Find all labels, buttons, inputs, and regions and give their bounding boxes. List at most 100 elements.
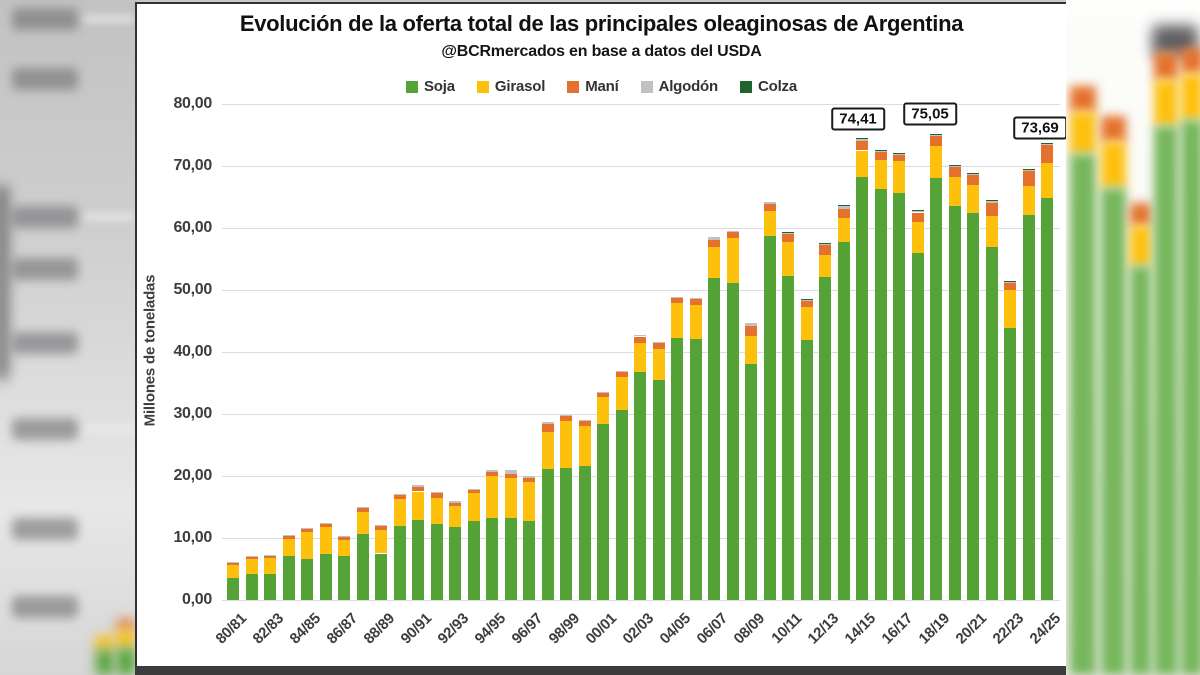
y-tick-label: 80,00: [173, 95, 212, 112]
bar-96/97-girasol: [523, 481, 535, 521]
bar-90/91-maní: [412, 486, 424, 492]
x-tick-label: 92/93: [434, 610, 473, 648]
bar-94/95-girasol: [486, 476, 498, 519]
bar-24/25-girasol: [1041, 162, 1053, 199]
blurred-bar: [1154, 80, 1178, 126]
bar-23/24-girasol: [1022, 186, 1035, 215]
bar-88/89-soja: [375, 553, 387, 600]
x-tick-label: 84/85: [286, 610, 325, 648]
y-tick-label: 60,00: [173, 219, 212, 236]
x-tick-label: 08/09: [730, 610, 769, 648]
x-tick-label: 86/87: [323, 610, 362, 648]
bar-92/93-algodón: [449, 501, 461, 503]
bar-16/17-colza: [893, 152, 905, 154]
bar-08/09-girasol: [745, 335, 757, 364]
legend-swatch-icon: [640, 80, 653, 93]
legend-item-colza: Colza: [739, 78, 797, 95]
bar-88/89-maní: [375, 526, 387, 530]
bar-11/12-colza: [800, 298, 813, 300]
x-tick-label: 14/15: [841, 610, 880, 648]
bar-80/81-maní: [227, 563, 239, 566]
bar-94/95-algodón: [486, 469, 498, 473]
x-tick-label: 12/13: [804, 610, 843, 648]
bar-85/86-soja: [319, 554, 332, 600]
x-tick-label: 22/23: [989, 610, 1028, 648]
bar-11/12-algodón: [800, 299, 813, 301]
bar-14/15-girasol: [856, 150, 868, 177]
bar-95/96-soja: [504, 518, 517, 600]
blurred-right-strip: [1066, 0, 1200, 675]
blurred-bar: [1154, 126, 1178, 675]
blurred-left-strip: [0, 0, 137, 675]
bar-01/02-algodón: [615, 371, 628, 373]
bar-87/88-girasol: [356, 511, 369, 534]
x-tick-label: 20/21: [952, 610, 991, 648]
bar-96/97-maní: [523, 477, 535, 482]
gridline: [222, 289, 1060, 291]
gridline: [222, 599, 1060, 601]
gridline: [222, 165, 1060, 167]
bar-11/12-soja: [800, 340, 813, 600]
x-tick-label: 96/97: [508, 610, 547, 648]
blurred-bar: [96, 650, 113, 675]
blurred-bar: [1101, 188, 1126, 675]
bar-23/24-algodón: [1022, 169, 1035, 171]
blurred-bar: [1101, 142, 1126, 188]
bar-03/04-algodón: [652, 342, 665, 344]
bar-00/01-algodón: [597, 391, 609, 393]
bar-80/81-soja: [227, 578, 239, 600]
x-tick-label: 24/25: [1026, 610, 1065, 648]
bar-22/23-algodón: [1004, 281, 1016, 283]
legend-item-maní: Maní: [567, 78, 619, 95]
bar-18/19-algodón: [930, 135, 942, 137]
bar-19/20-maní: [948, 167, 961, 177]
bar-16/17-algodón: [893, 153, 905, 155]
bar-87/88-soja: [356, 533, 369, 600]
bar-08/09-soja: [745, 363, 757, 600]
bar-88/89-algodón: [375, 525, 387, 527]
bar-97/98-soja: [541, 468, 554, 600]
bar-23/24-maní: [1022, 170, 1035, 187]
bar-90/91-algodón: [412, 485, 424, 487]
annotation-18/19: 75,05: [903, 102, 957, 126]
bar-11/12-girasol: [800, 306, 813, 341]
blurred-bar: [1130, 266, 1151, 675]
blurred-bar: [1130, 226, 1151, 266]
legend-item-soja: Soja: [406, 78, 455, 95]
bar-20/21-colza: [967, 173, 979, 175]
bar-85/86-maní: [319, 523, 332, 527]
legend-item-algodón: Algodón: [640, 78, 718, 95]
y-tick-label: 20,00: [173, 467, 212, 484]
bar-21/22-girasol: [985, 216, 998, 247]
bar-10/11-algodón: [782, 232, 794, 235]
bar-16/17-soja: [893, 193, 905, 600]
chart-title: Evolución de la oferta total de las prin…: [239, 11, 964, 36]
blurred-gridline: [84, 16, 134, 22]
bar-06/07-maní: [708, 239, 720, 247]
bar-90/91-soja: [412, 520, 424, 600]
x-tick-label: 04/05: [656, 610, 695, 648]
bar-10/11-girasol: [782, 241, 794, 276]
bar-84/85-soja: [301, 559, 313, 600]
bar-23/24-colza: [1022, 168, 1035, 170]
blurred-label: [12, 68, 78, 90]
bar-04/05-girasol: [671, 303, 683, 339]
bar-19/20-soja: [948, 206, 961, 600]
blurred-bar: [117, 630, 135, 648]
bar-82/83-algodón: [264, 554, 276, 556]
legend-swatch-icon: [739, 80, 752, 93]
bar-91/92-algodón: [430, 491, 443, 493]
bar-21/22-maní: [985, 202, 998, 217]
bar-86/87-soja: [338, 555, 350, 600]
bar-17/18-soja: [911, 253, 924, 600]
bar-19/20-girasol: [948, 176, 961, 207]
y-tick-label: 40,00: [173, 343, 212, 360]
bar-12/13-soja: [819, 276, 831, 600]
blurred-bar: [1070, 112, 1096, 154]
bar-08/09-maní: [745, 325, 757, 336]
blurred-bar: [1070, 154, 1096, 675]
bar-16/17-maní: [893, 154, 905, 162]
bar-89/90-girasol: [393, 498, 406, 526]
bar-06/07-algodón: [708, 236, 720, 240]
